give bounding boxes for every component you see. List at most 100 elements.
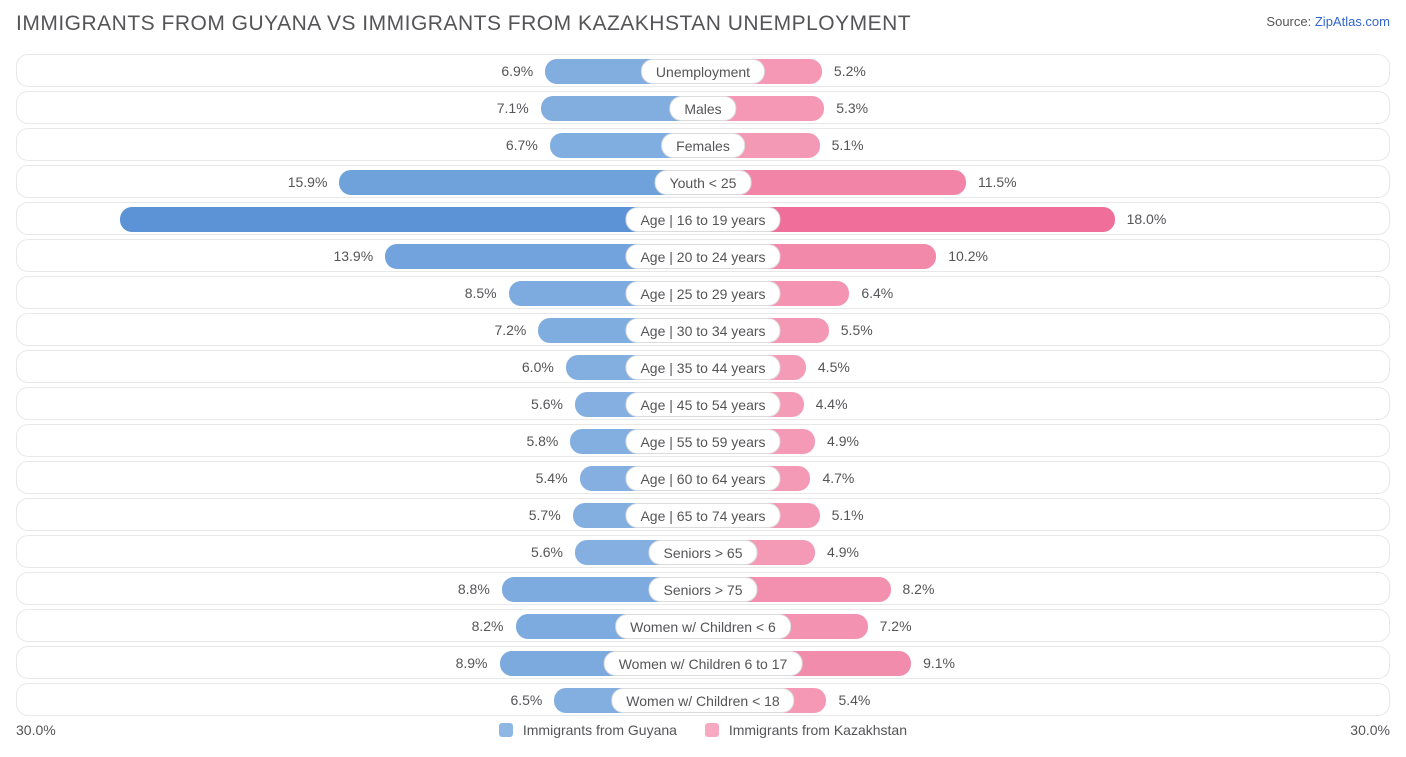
- category-label: Age | 30 to 34 years: [625, 318, 780, 343]
- half-right: 4.4%: [703, 388, 1389, 419]
- value-label-left: 8.8%: [458, 573, 498, 604]
- category-label: Age | 20 to 24 years: [625, 244, 780, 269]
- category-label: Women w/ Children 6 to 17: [604, 651, 803, 676]
- half-right: 5.2%: [703, 55, 1389, 86]
- legend-label-left: Immigrants from Guyana: [523, 722, 677, 738]
- chart-row: 8.8%8.2%Seniors > 75: [16, 572, 1390, 605]
- half-right: 6.4%: [703, 277, 1389, 308]
- half-right: 5.5%: [703, 314, 1389, 345]
- value-label-left: 6.5%: [510, 684, 550, 715]
- value-label-right: 4.9%: [819, 425, 859, 456]
- half-right: 5.4%: [703, 684, 1389, 715]
- half-right: 10.2%: [703, 240, 1389, 271]
- value-label-left: 7.1%: [497, 92, 537, 123]
- half-left: 6.5%: [17, 684, 703, 715]
- chart-row: 6.9% 5.2%Unemployment: [16, 54, 1390, 87]
- half-left: 5.6%: [17, 388, 703, 419]
- chart-row: 7.2% 5.5% Age | 30 to 34 years: [16, 313, 1390, 346]
- chart-row: 6.7% 5.1% Females: [16, 128, 1390, 161]
- half-right: 8.2%: [703, 573, 1389, 604]
- bar-left: [339, 170, 703, 195]
- category-label: Age | 35 to 44 years: [625, 355, 780, 380]
- half-right: 4.5%: [703, 351, 1389, 382]
- category-label: Age | 55 to 59 years: [625, 429, 780, 454]
- category-label: Women w/ Children < 18: [611, 688, 794, 713]
- diverging-bar-chart: 6.9% 5.2%Unemployment 7.1% 5.3% Males 6.7% 5.1…: [16, 54, 1390, 716]
- half-left: 6.7%: [17, 129, 703, 160]
- half-left: 5.7%: [17, 499, 703, 530]
- value-label-right: 8.2%: [895, 573, 935, 604]
- value-label-left: 5.8%: [526, 425, 566, 456]
- half-right: 9.1%: [703, 647, 1389, 678]
- value-label-left: 5.6%: [531, 536, 571, 567]
- value-label-left: 15.9%: [288, 166, 336, 197]
- half-right: 7.2%: [703, 610, 1389, 641]
- half-left: 5.4%: [17, 462, 703, 493]
- value-label-left: 6.9%: [501, 55, 541, 86]
- category-label: Age | 65 to 74 years: [625, 503, 780, 528]
- half-left: 13.9%: [17, 240, 703, 271]
- legend-label-right: Immigrants from Kazakhstan: [729, 722, 907, 738]
- chart-row: 5.4%4.7%Age | 60 to 64 years: [16, 461, 1390, 494]
- value-label-right: 5.4%: [830, 684, 870, 715]
- value-label-left: 5.4%: [536, 462, 576, 493]
- axis-max-right: 30.0%: [1350, 722, 1390, 738]
- category-label: Males: [669, 96, 736, 121]
- half-right: 4.7%: [703, 462, 1389, 493]
- header: IMMIGRANTS FROM GUYANA VS IMMIGRANTS FRO…: [16, 12, 1390, 36]
- source-link[interactable]: ZipAtlas.com: [1315, 14, 1390, 29]
- half-left: 25.5%: [17, 203, 703, 234]
- category-label: Youth < 25: [655, 170, 752, 195]
- half-right: 5.1%: [703, 129, 1389, 160]
- half-left: 8.9%: [17, 647, 703, 678]
- value-label-left: 25.5%: [25, 203, 73, 234]
- half-left: 5.8%: [17, 425, 703, 456]
- category-label: Unemployment: [641, 59, 765, 84]
- half-right: 4.9%: [703, 536, 1389, 567]
- half-left: 8.8%: [17, 573, 703, 604]
- half-left: 7.1%: [17, 92, 703, 123]
- value-label-left: 5.7%: [529, 499, 569, 530]
- legend: Immigrants from Guyana Immigrants from K…: [499, 722, 907, 738]
- value-label-left: 8.5%: [465, 277, 505, 308]
- chart-row: 7.1% 5.3% Males: [16, 91, 1390, 124]
- chart-row: 15.9% 11.5%Youth < 25: [16, 165, 1390, 198]
- value-label-right: 5.1%: [824, 129, 864, 160]
- axis-row: 30.0% Immigrants from Guyana Immigrants …: [16, 722, 1390, 738]
- chart-row: 8.9% 9.1% Women w/ Children 6 to 17: [16, 646, 1390, 679]
- half-right: 5.1%: [703, 499, 1389, 530]
- value-label-left: 6.0%: [522, 351, 562, 382]
- value-label-right: 4.4%: [808, 388, 848, 419]
- value-label-right: 5.5%: [833, 314, 873, 345]
- chart-row: 5.7% 5.1%Age | 65 to 74 years: [16, 498, 1390, 531]
- value-label-right: 4.5%: [810, 351, 850, 382]
- half-right: 11.5%: [703, 166, 1389, 197]
- legend-item-left: Immigrants from Guyana: [499, 722, 677, 738]
- half-left: 15.9%: [17, 166, 703, 197]
- half-right: 5.3%: [703, 92, 1389, 123]
- source-label: Source:: [1266, 14, 1311, 29]
- category-label: Females: [661, 133, 745, 158]
- value-label-right: 7.2%: [872, 610, 912, 641]
- value-label-right: 18.0%: [1119, 203, 1167, 234]
- legend-item-right: Immigrants from Kazakhstan: [705, 722, 907, 738]
- value-label-right: 9.1%: [915, 647, 955, 678]
- half-right: 18.0%: [703, 203, 1389, 234]
- value-label-right: 5.3%: [828, 92, 868, 123]
- source-attr: Source: ZipAtlas.com: [1266, 12, 1390, 29]
- category-label: Age | 16 to 19 years: [625, 207, 780, 232]
- chart-row: 8.5%6.4%Age | 25 to 29 years: [16, 276, 1390, 309]
- half-left: 7.2%: [17, 314, 703, 345]
- category-label: Women w/ Children < 6: [615, 614, 791, 639]
- page-title: IMMIGRANTS FROM GUYANA VS IMMIGRANTS FRO…: [16, 12, 911, 36]
- value-label-left: 6.7%: [506, 129, 546, 160]
- value-label-left: 13.9%: [333, 240, 381, 271]
- value-label-left: 7.2%: [494, 314, 534, 345]
- chart-row: 5.6%4.4%Age | 45 to 54 years: [16, 387, 1390, 420]
- value-label-left: 8.9%: [456, 647, 496, 678]
- half-left: 8.5%: [17, 277, 703, 308]
- value-label-right: 4.9%: [819, 536, 859, 567]
- half-left: 5.6%: [17, 536, 703, 567]
- half-left: 8.2%: [17, 610, 703, 641]
- value-label-left: 8.2%: [472, 610, 512, 641]
